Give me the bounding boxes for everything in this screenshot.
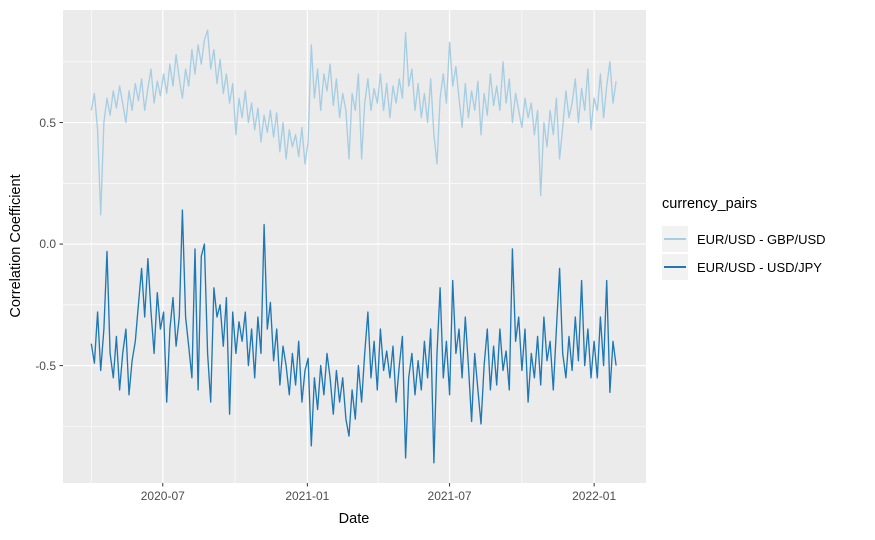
- y-tick-label: -0.5: [35, 358, 56, 373]
- x-tick-label: 2020-07: [140, 489, 185, 503]
- series-line-1: [90, 209, 617, 464]
- legend-key-box: [662, 254, 688, 280]
- legend-key-box: [662, 226, 688, 252]
- legend-entry-usdjpy: EUR/USD - USD/JPY: [662, 254, 826, 280]
- legend-line-icon: [664, 266, 686, 268]
- legend-entry-gbpusd: EUR/USD - GBP/USD: [662, 226, 826, 252]
- y-tick-label: 0.5: [39, 115, 56, 130]
- x-tick-label: 2022-01: [572, 489, 617, 503]
- legend-title: currency_pairs: [662, 196, 758, 212]
- legend-label: EUR/USD - USD/JPY: [697, 259, 822, 275]
- x-axis-title: Date: [338, 511, 370, 527]
- legend: currency_pairs EUR/USD - GBP/USD EUR/USD…: [662, 196, 826, 282]
- y-axis-title: Correlation Coefficient: [8, 174, 24, 318]
- legend-label: EUR/USD - GBP/USD: [697, 231, 826, 247]
- y-tick-label: 0.0: [39, 237, 56, 252]
- series-line-0: [90, 29, 617, 216]
- panel-background: [63, 10, 646, 483]
- legend-line-icon: [664, 238, 686, 240]
- x-tick-label: 2021-01: [285, 489, 330, 503]
- x-tick-label: 2021-07: [427, 489, 472, 503]
